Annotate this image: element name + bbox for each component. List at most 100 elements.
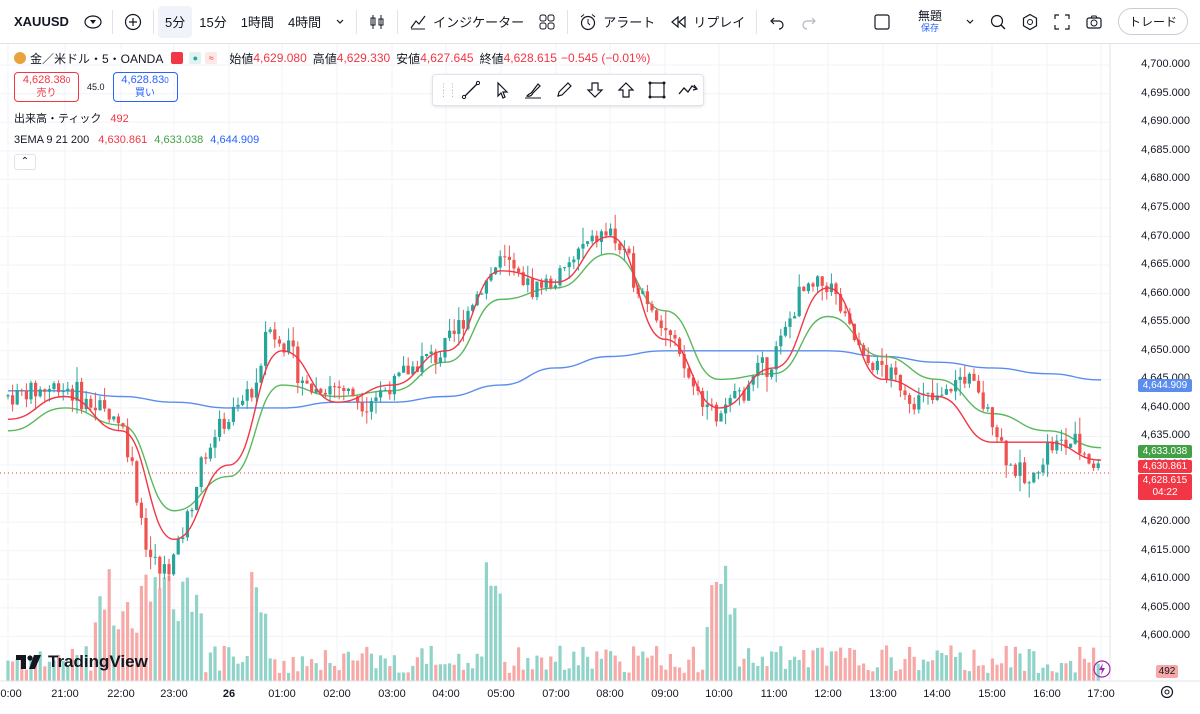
price-chart[interactable] [0,44,1200,714]
chart-area[interactable]: 4,600.000 4,605.000 4,610.000 4,615.000 4,62… [0,44,1200,714]
interval-5m[interactable]: 5分 [158,5,193,38]
separator [756,9,758,34]
path-icon[interactable] [672,77,703,103]
chevron-down-icon[interactable] [328,6,352,38]
symbol-search-button[interactable]: XAUUSD [0,6,108,38]
indicators-button[interactable]: インジケーター [402,6,531,38]
pencil-icon[interactable] [548,77,579,103]
brush-icon[interactable] [517,77,548,103]
volume-bar [797,659,801,681]
candle-body [57,383,61,393]
volume-bar [392,655,396,681]
buy-button[interactable]: 4,628.830 買い [112,72,178,102]
candle-body [540,281,544,288]
candle-body [443,337,447,358]
interval-15m[interactable]: 15分 [199,15,227,30]
volume-bar [921,659,925,681]
interval-4h[interactable]: 4時間 [287,15,322,30]
volume-bar [788,659,792,681]
volume-bar [172,609,176,681]
collapse-legend-button[interactable]: ⌃ [14,154,36,170]
volume-bar [586,656,590,681]
volume-value: 492 [110,113,129,125]
sell-button[interactable]: 4,628.380 売り [14,72,79,102]
volume-bar [84,646,88,681]
volume-bar [1004,645,1008,681]
lightning-icon[interactable] [1093,660,1111,681]
flag-icon[interactable] [171,52,184,64]
time-tick-label: 07:00 [542,688,570,700]
candle-body [38,389,42,397]
volume-bar [558,645,562,681]
volume-bar [1036,672,1040,681]
settings-icon[interactable] [1014,6,1046,38]
alert-button[interactable]: アラート [572,6,662,38]
market-status-icon[interactable]: ● [189,52,202,64]
camera-icon[interactable] [1078,6,1110,38]
volume-bar [176,621,180,681]
volume-bar [687,659,691,681]
trendline-icon[interactable] [455,77,486,103]
candle-body [254,382,258,398]
candle-body [103,400,107,409]
arrow-up-icon[interactable] [610,77,641,103]
volume-bar [599,658,603,681]
ema21-path [7,252,1102,512]
interval-1h[interactable]: 1時間 [240,15,274,30]
candle-body [517,268,521,273]
redo-icon[interactable] [793,6,825,38]
search-icon[interactable] [982,6,1014,38]
candle-body [650,304,654,311]
price-tick-label: 4,655.000 [1141,315,1190,328]
rectangle-icon[interactable] [641,77,672,103]
add-compare-icon[interactable] [84,14,102,29]
arrow-down-icon[interactable] [579,77,610,103]
candle-body [797,286,801,317]
candles-icon[interactable] [361,6,393,38]
grid [0,44,1110,681]
volume-bar [751,662,755,681]
volume-bar [563,669,567,681]
volume-bar [24,669,28,681]
drag-handle-icon[interactable]: ⋮⋮ ⋮⋮ [439,82,457,98]
candle-body [98,400,102,411]
volume-bar [213,646,217,681]
tradingview-logo[interactable]: TradingView [16,652,148,672]
axis-settings-icon[interactable] [1159,684,1175,703]
volume-bar [682,672,686,681]
plus-circle-icon[interactable] [117,6,149,38]
undo-icon[interactable] [761,6,793,38]
layout-save-button[interactable]: 無題 保存 [912,10,948,34]
volume-indicator-row[interactable]: 出来高・ティック 492 [14,110,650,126]
volume-bar [719,583,723,681]
candle-body [572,259,576,263]
volume-bar [632,646,636,681]
candle-body [802,286,806,292]
cursor-icon[interactable] [486,77,517,103]
volume-bar [383,658,387,681]
volume-bar [264,613,268,681]
layout-square-icon[interactable] [866,6,898,38]
volume-bar [498,593,502,681]
volume-bar [20,659,24,681]
volume-bar [434,664,438,681]
trade-button[interactable]: トレード [1117,8,1188,35]
fullscreen-icon[interactable] [1046,6,1078,38]
ema-indicator-row[interactable]: 3EMA 9 21 200 4,630.861 4,633.038 4,644.… [14,134,650,146]
templates-icon[interactable] [531,6,563,38]
candle-body [319,388,323,393]
ema200-price-tag: 4,644.909 [1138,379,1192,392]
volume-bar [779,646,783,681]
chevron-down-icon[interactable] [958,6,982,38]
volume-bar [112,625,116,681]
volume-bar [544,669,548,681]
volume-bar [415,657,419,681]
top-toolbar: XAUUSD 5分 15分 1時間 4時間 インジケーター アラート [0,0,1200,44]
price-tick-label: 4,685.000 [1141,143,1190,156]
volume-bar [811,650,815,681]
approx-icon[interactable]: ≈ [205,52,218,64]
candles [6,214,1100,589]
volume-bar [898,669,902,681]
symbol-title[interactable]: 金／米ドル・5・OANDA [30,51,164,66]
replay-button[interactable]: リプレイ [662,6,752,38]
